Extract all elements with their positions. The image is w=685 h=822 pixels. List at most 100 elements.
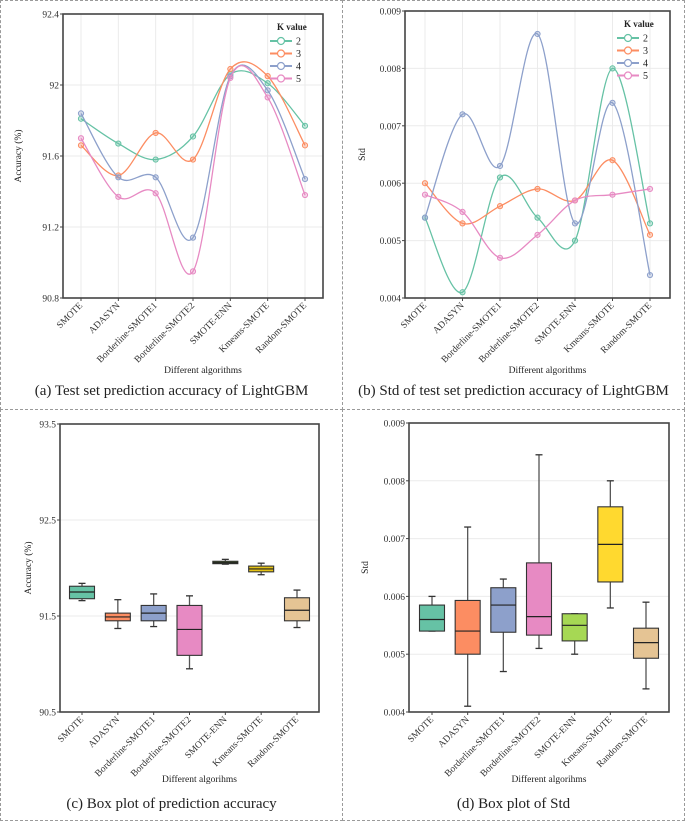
legend-label-k5: 5	[296, 74, 301, 85]
legend-label-k3: 3	[296, 49, 301, 60]
y-tick-label: 92	[50, 82, 60, 92]
y-tick-label: 0.008	[384, 477, 406, 487]
box-iqr	[525, 562, 553, 636]
box-adasyn	[104, 599, 131, 630]
data-point-k4	[496, 162, 504, 170]
x-axis-title: Different algorihms	[162, 774, 237, 785]
box-iqr	[418, 604, 446, 632]
box-random-smote	[632, 601, 660, 690]
data-point-k4	[77, 110, 85, 117]
data-point-k5	[609, 191, 616, 198]
y-tick-label: 91.2	[42, 224, 59, 234]
data-point-k3	[227, 65, 234, 73]
legend-marker-k4	[276, 61, 286, 71]
legend-marker-k4	[623, 58, 633, 68]
box-borderline-smote1	[140, 593, 167, 628]
series-line-k4	[424, 33, 651, 276]
data-point-k5	[459, 208, 466, 215]
box-iqr	[454, 599, 481, 655]
data-point-k2	[534, 214, 541, 221]
x-tick-label: SMOTE	[56, 715, 86, 745]
caption-b: (b) Std of test set prediction accuracy …	[358, 383, 669, 399]
x-tick-label: Borderline-SMOTE2	[129, 715, 193, 779]
legend-title: K value	[624, 19, 654, 29]
legend-label-k5: 5	[643, 71, 648, 82]
y-tick-label: 0.006	[384, 593, 406, 603]
caption-a: (a) Test set prediction accuracy of Ligh…	[34, 383, 309, 399]
data-point-k3	[534, 185, 541, 193]
data-point-k4	[459, 111, 466, 118]
data-point-k3	[496, 203, 504, 210]
y-tick-label: 0.005	[384, 651, 406, 661]
legend-title: K value	[277, 22, 307, 32]
y-tick-label: 0.007	[384, 535, 406, 545]
legend-marker-k2	[276, 36, 286, 46]
legend-marker-k2	[623, 33, 633, 43]
data-point-k5	[571, 197, 579, 204]
data-point-k5	[496, 254, 504, 261]
x-axis-title: Different algorihms	[511, 774, 586, 785]
data-point-k5	[421, 191, 429, 198]
y-tick-label: 91.6	[42, 153, 59, 163]
legend-label-k2: 2	[643, 34, 648, 45]
y-tick-label: 0.008	[380, 65, 402, 75]
chart-d-svg: 0.004 0.005 0.006 0.007 0.008 0.009 SMOTE ADASY…	[361, 420, 670, 785]
data-point-k2	[189, 133, 197, 140]
data-point-k2	[646, 220, 654, 227]
data-point-k5	[264, 94, 271, 101]
legend-label-k3: 3	[643, 46, 648, 57]
data-point-k4	[571, 220, 579, 227]
data-point-k2	[115, 140, 122, 147]
x-tick-label: ADASYN	[87, 715, 122, 750]
box-iqr	[561, 613, 588, 642]
box-adasyn	[454, 526, 481, 707]
data-point-k4	[152, 174, 159, 181]
box-borderline-smote1	[490, 578, 517, 673]
x-tick-label: Borderline-SMOTE2	[479, 715, 543, 779]
y-axis-title: Std	[361, 561, 371, 574]
series-line-k2	[80, 70, 306, 161]
data-point-k3	[189, 156, 197, 163]
series-line-k5	[424, 188, 651, 259]
legend-marker-k5	[623, 71, 633, 80]
x-tick-label: ADASYN	[432, 301, 467, 336]
y-tick-label: 92.5	[39, 517, 56, 527]
x-tick-label: SMOTE	[55, 301, 85, 331]
data-point-k2	[609, 65, 616, 72]
caption-d: (d) Box plot of Std	[456, 796, 571, 812]
chart-b-svg: 0.004 0.005 0.006 0.007 0.008 0.009 SMOTE ADASY…	[358, 8, 671, 376]
box-borderline-smote2	[525, 454, 553, 650]
data-point-k4	[115, 174, 122, 181]
data-point-k3	[152, 129, 159, 137]
legend-label-k4: 4	[296, 62, 301, 73]
data-point-k5	[534, 231, 541, 238]
caption-c: (c) Box plot of prediction accuracy	[66, 796, 277, 812]
box-borderline-smote2	[176, 595, 203, 670]
box-iqr	[490, 587, 517, 633]
data-point-k2	[152, 156, 159, 163]
data-point-k5	[227, 74, 234, 82]
x-tick-label: ADASYN	[87, 301, 122, 336]
data-point-k4	[534, 30, 541, 38]
data-point-k3	[264, 73, 271, 80]
x-tick-label: SMOTE	[399, 301, 429, 331]
series-line-k4	[80, 64, 306, 241]
data-point-k2	[496, 174, 504, 181]
panel-d-box-std: 0.004 0.005 0.006 0.007 0.008 0.009 SMOTE ADASY…	[342, 409, 685, 821]
data-point-k3	[421, 180, 429, 187]
data-point-k4	[609, 99, 616, 106]
y-tick-label: 91.5	[39, 613, 56, 623]
box-smote-enn	[561, 613, 588, 655]
legend-label-k4: 4	[643, 59, 648, 70]
box-random-smote	[283, 589, 311, 629]
y-tick-label: 0.009	[384, 420, 406, 430]
y-axis-title: Std	[358, 148, 368, 161]
box-kmeans-smote	[248, 562, 275, 576]
data-point-k4	[421, 214, 429, 221]
data-point-k3	[301, 142, 309, 149]
legend-marker-k5	[276, 74, 286, 83]
box-iqr	[176, 604, 203, 656]
box-smote	[68, 582, 96, 602]
x-tick-label: Borderline-SMOTE1	[443, 715, 507, 779]
